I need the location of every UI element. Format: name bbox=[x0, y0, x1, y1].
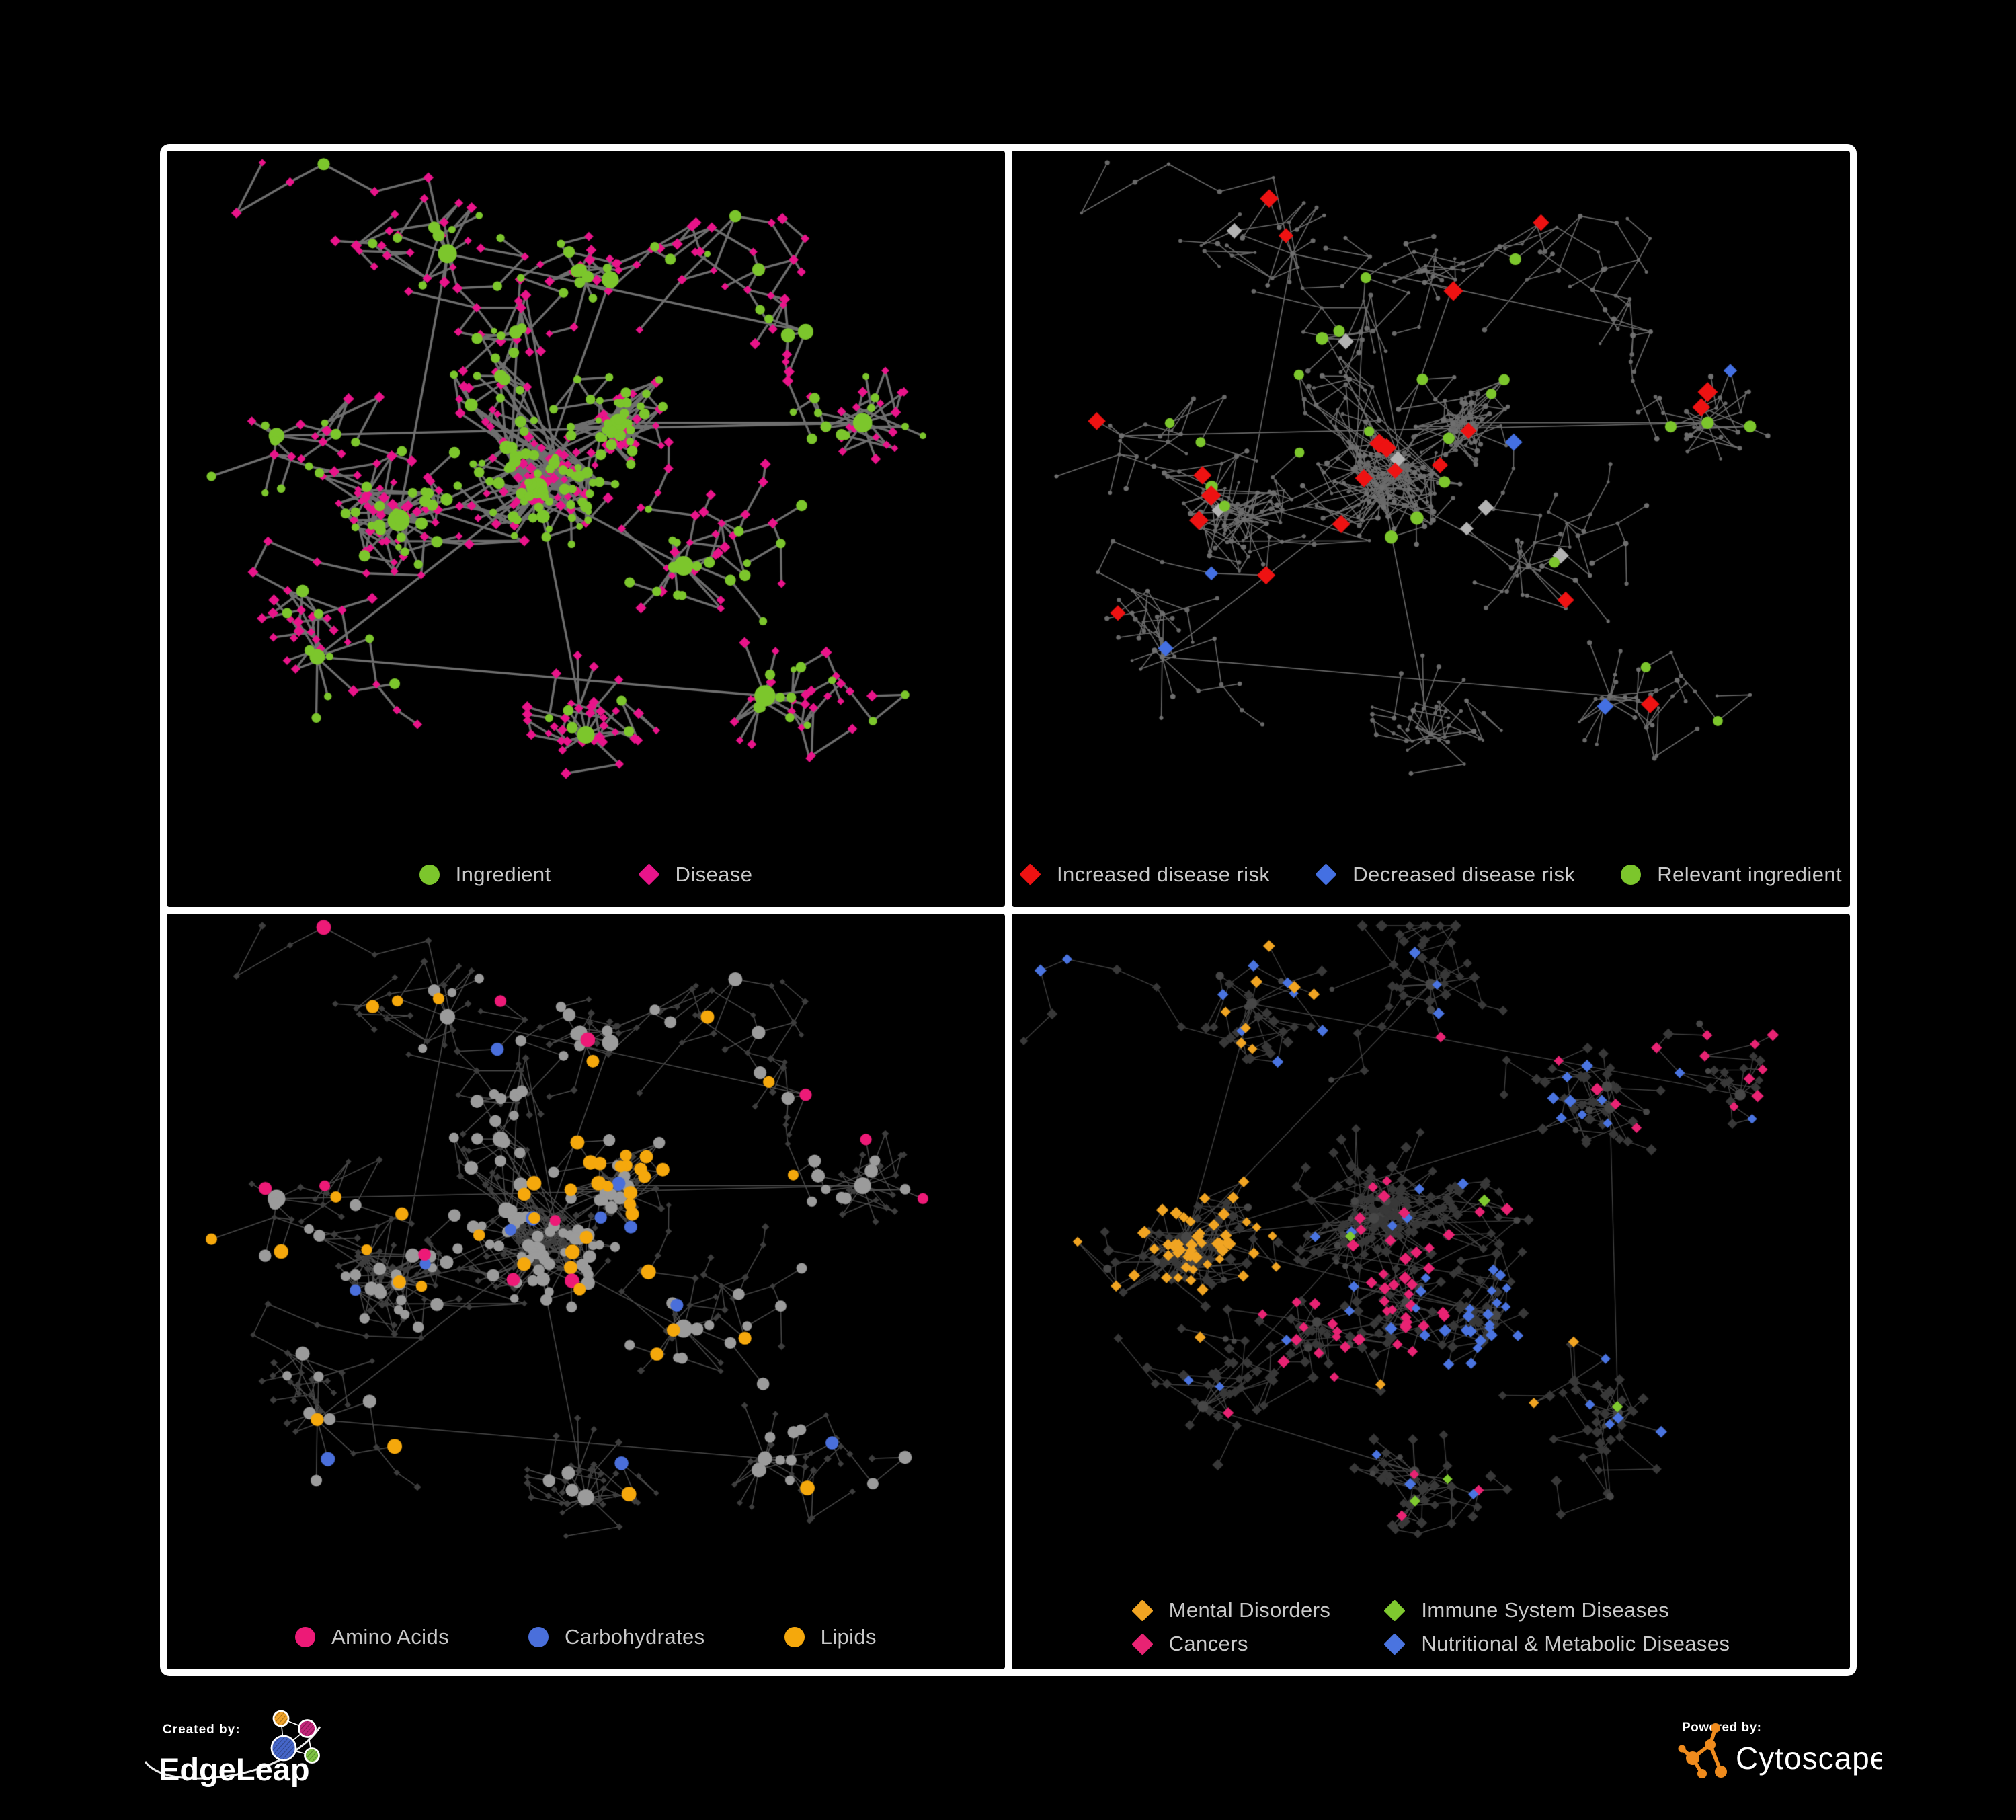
legend-label: Cancers bbox=[1168, 1632, 1248, 1655]
legend-item-cancers: Cancers bbox=[1131, 1632, 1331, 1656]
cytoscape-wordmark: Cytoscape bbox=[1736, 1741, 1882, 1776]
legend-macronutrient-classes: Amino Acids Carbohydrates Lipids bbox=[167, 1625, 1005, 1649]
network-canvas-disease-categories bbox=[1012, 913, 1850, 1669]
legend-label: Relevant ingredient bbox=[1657, 862, 1842, 886]
legend-label: Amino Acids bbox=[331, 1625, 450, 1649]
legend-item-disease: Disease bbox=[637, 862, 753, 887]
cytoscape-logo-icon: Powered by: Cytoscape bbox=[1678, 1720, 1887, 1778]
diamond-swatch-icon bbox=[1383, 1599, 1406, 1622]
legend-item-ingredient: Ingredient bbox=[419, 863, 551, 887]
network-canvas-disease-risk bbox=[1012, 151, 1850, 907]
panel-disease-risk: Increased disease risk Decreased disease … bbox=[1012, 151, 1850, 907]
circle-swatch-icon bbox=[295, 1627, 316, 1647]
diamond-swatch-icon bbox=[1315, 863, 1338, 885]
legend-disease-categories: Mental Disorders Immune System Diseases Ca… bbox=[1012, 1598, 1850, 1656]
diamond-swatch-icon bbox=[1131, 1599, 1154, 1622]
diamond-swatch-icon bbox=[1131, 1632, 1154, 1655]
legend-label: Mental Disorders bbox=[1168, 1598, 1331, 1622]
diamond-swatch-icon bbox=[1019, 863, 1041, 885]
circle-swatch-icon bbox=[1621, 864, 1642, 885]
network-figure-grid: Ingredient Disease Increased disease risk… bbox=[160, 144, 1857, 1676]
created-by-label: Created by: bbox=[163, 1723, 241, 1737]
legend-label: Increased disease risk bbox=[1057, 862, 1271, 886]
legend-item-increased-disease-risk: Increased disease risk bbox=[1019, 862, 1271, 887]
legend-item-decreased-disease-risk: Decreased disease risk bbox=[1315, 862, 1576, 887]
network-canvas-ingredient-disease bbox=[167, 151, 1005, 907]
powered-by-label: Powered by: bbox=[1682, 1720, 1761, 1735]
circle-swatch-icon bbox=[528, 1627, 549, 1647]
legend-label: Disease bbox=[675, 862, 753, 886]
diamond-swatch-icon bbox=[637, 863, 660, 885]
legend-item-mental-disorders: Mental Disorders bbox=[1131, 1598, 1331, 1622]
cytoscape-branding: Powered by: Cytoscape bbox=[1674, 1710, 1887, 1790]
legend-label: Lipids bbox=[820, 1625, 877, 1649]
edgeleap-logo-icon: Created by: EdgeLeap bbox=[144, 1710, 321, 1787]
panel-disease-categories: Mental Disorders Immune System Diseases Ca… bbox=[1012, 913, 1850, 1669]
legend-item-amino-acids: Amino Acids bbox=[295, 1625, 449, 1649]
legend-label: Decreased disease risk bbox=[1353, 862, 1576, 886]
cytoscape-icon-nodes bbox=[1678, 1723, 1727, 1778]
diamond-swatch-icon bbox=[1383, 1632, 1406, 1655]
legend-item-relevant-ingredient: Relevant ingredient bbox=[1621, 863, 1842, 887]
edgeleap-network-nodes bbox=[270, 1710, 320, 1764]
legend-item-immune-system-diseases: Immune System Diseases bbox=[1383, 1598, 1730, 1622]
legend-label: Nutritional & Metabolic Diseases bbox=[1421, 1632, 1730, 1655]
edgeleap-swoosh bbox=[144, 1726, 321, 1780]
legend-label: Carbohydrates bbox=[565, 1625, 705, 1649]
edgeleap-branding: Created by: EdgeLeap bbox=[141, 1705, 350, 1799]
legend-ingredient-disease: Ingredient Disease bbox=[167, 863, 1005, 887]
panel-macronutrient-classes: Amino Acids Carbohydrates Lipids bbox=[167, 913, 1005, 1669]
circle-swatch-icon bbox=[784, 1627, 805, 1647]
legend-item-carbohydrates: Carbohydrates bbox=[528, 1625, 705, 1649]
panel-ingredient-disease: Ingredient Disease bbox=[167, 151, 1005, 907]
cytoscape-icon-links bbox=[1681, 1727, 1723, 1775]
legend-label: Ingredient bbox=[455, 862, 551, 886]
legend-item-nutritional-metabolic-diseases: Nutritional & Metabolic Diseases bbox=[1383, 1632, 1730, 1656]
network-canvas-macronutrient-classes bbox=[167, 913, 1005, 1669]
legend-label: Immune System Diseases bbox=[1421, 1598, 1670, 1622]
legend-disease-risk: Increased disease risk Decreased disease … bbox=[1012, 863, 1850, 887]
circle-swatch-icon bbox=[419, 864, 440, 885]
legend-item-lipids: Lipids bbox=[784, 1625, 877, 1649]
